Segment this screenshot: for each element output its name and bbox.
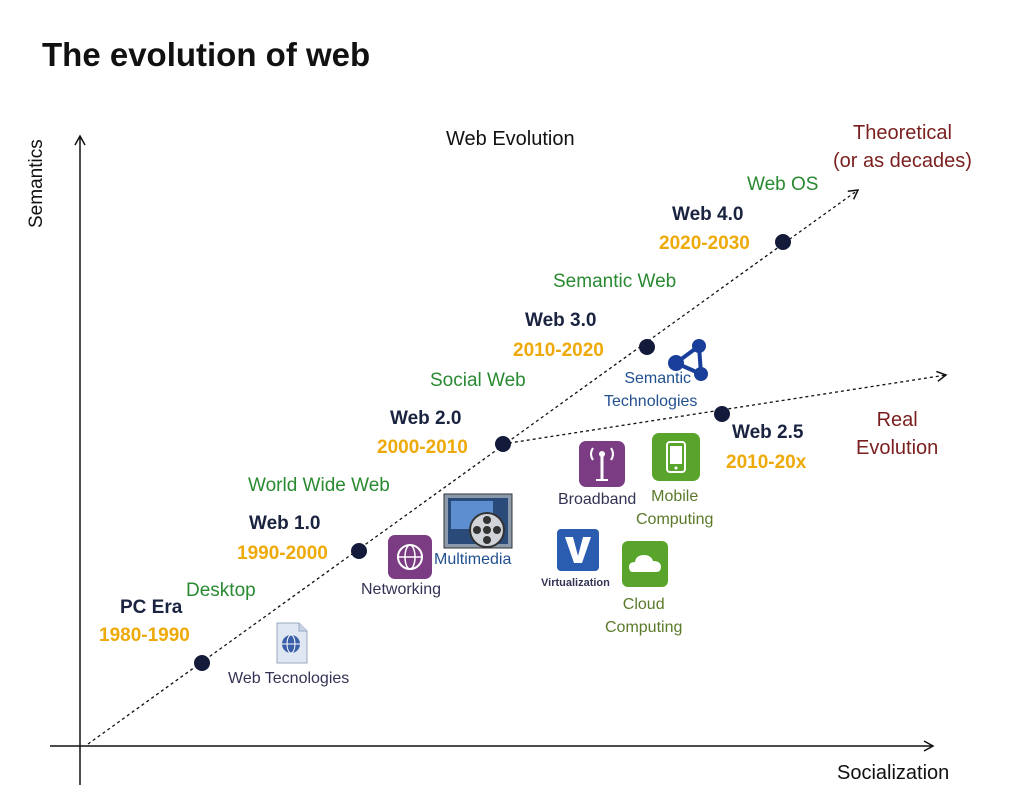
- cloud-computing-label: Cloud Computing: [605, 596, 683, 636]
- label-semantic-web: Semantic Web: [553, 271, 677, 292]
- theoretical-trend-line: [87, 189, 860, 745]
- years-web-1-0: 1990-2000: [237, 543, 328, 564]
- multimedia-label: Multimedia: [434, 551, 512, 568]
- years-web-2-0: 2000-2010: [377, 437, 468, 458]
- era-web-4-0: Web 4.0: [672, 204, 744, 225]
- semantic-technologies-label: Semantic Technologies: [604, 370, 698, 410]
- milestone-dot-pc-era: [194, 655, 210, 671]
- virtualization-label: Virtualization: [541, 577, 610, 589]
- era-pc: PC Era: [120, 597, 183, 618]
- multimedia-icon: [443, 493, 513, 549]
- cloud-computing-icon: [622, 541, 668, 587]
- virtualization-icon: [557, 529, 599, 571]
- years-web-3-0: 2010-2020: [513, 340, 604, 361]
- label-social-web: Social Web: [430, 370, 526, 391]
- label-world-wide-web: World Wide Web: [248, 475, 390, 496]
- diagram-title: Web Evolution: [446, 128, 575, 150]
- networking-icon: [388, 535, 432, 579]
- era-web-2-5: Web 2.5: [732, 422, 804, 443]
- years-web-2-5: 2010-20x: [726, 452, 807, 473]
- milestone-dot-web-3-0: [639, 339, 655, 355]
- broadband-label: Broadband: [558, 491, 637, 508]
- mobile-computing-icon: [652, 433, 700, 481]
- years-pc: 1980-1990: [99, 625, 190, 646]
- milestone-dot-web-2-5: [714, 406, 730, 422]
- mobile-computing-label: Mobile Computing: [636, 488, 714, 528]
- broadband-icon: [579, 441, 625, 487]
- era-web-3-0: Web 3.0: [525, 310, 597, 331]
- label-desktop: Desktop: [186, 580, 256, 601]
- semantic-technologies-icon: [668, 339, 708, 381]
- years-web-4-0: 2020-2030: [659, 233, 750, 254]
- real-evolution-label: Real Evolution: [856, 409, 939, 459]
- milestone-dot-web-1-0: [351, 543, 367, 559]
- web-technologies-icon: [276, 622, 308, 664]
- theoretical-label: Theoretical (or as decades): [833, 122, 972, 172]
- milestone-dot-web-2-0: [495, 436, 511, 452]
- networking-label: Networking: [361, 581, 442, 598]
- era-web-2-0: Web 2.0: [390, 408, 462, 429]
- x-axis-label: Socialization: [837, 762, 950, 784]
- era-web-1-0: Web 1.0: [249, 513, 321, 534]
- label-web-os: Web OS: [747, 174, 819, 195]
- web-technologies-label: Web Tecnologies: [228, 670, 350, 687]
- milestone-dot-web-4-0: [775, 234, 791, 250]
- y-axis-label: Semantics: [26, 139, 47, 228]
- page-title: The evolution of web: [42, 36, 371, 73]
